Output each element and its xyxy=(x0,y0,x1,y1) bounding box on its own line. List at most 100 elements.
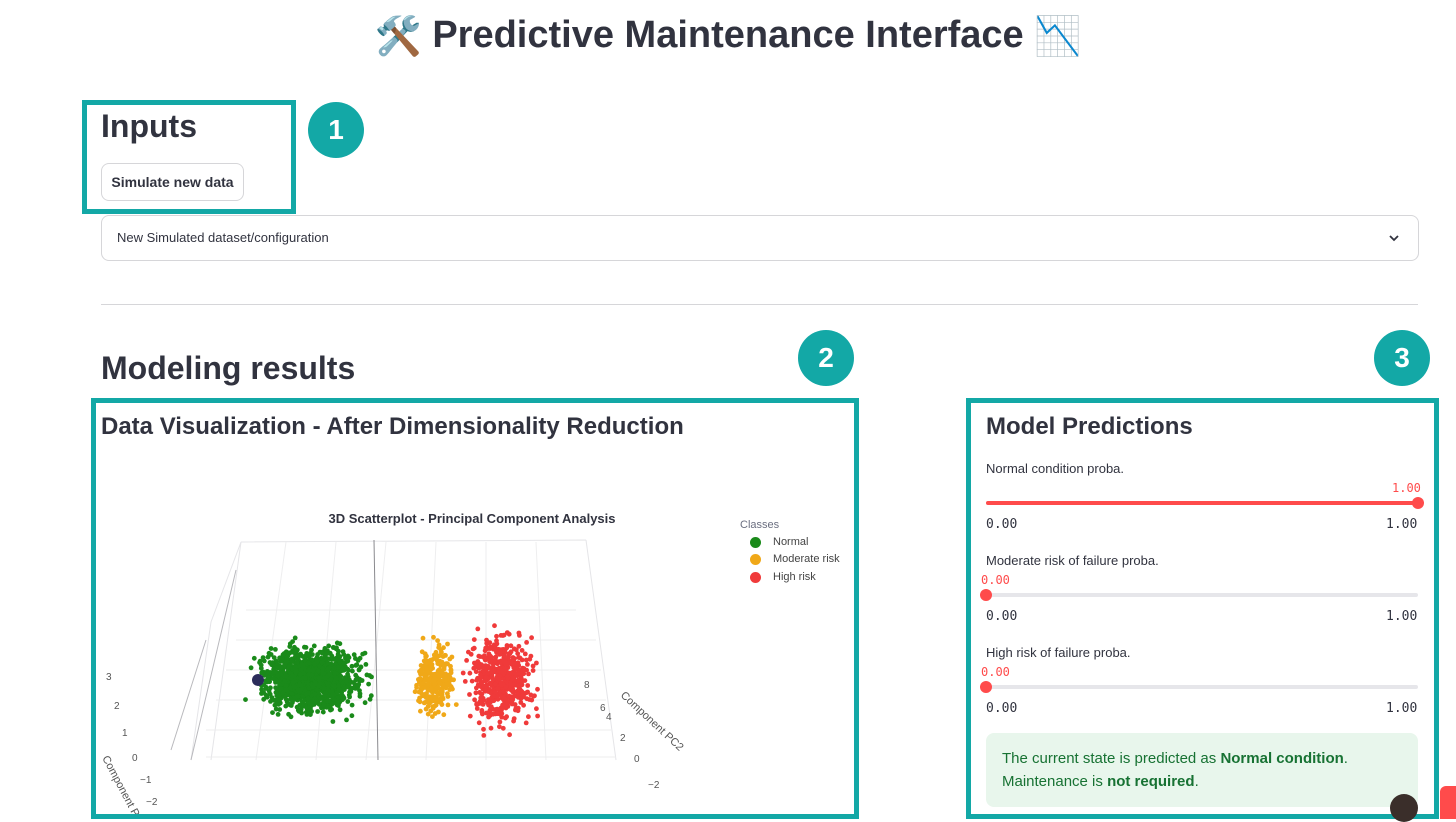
slider-thumb[interactable] xyxy=(980,681,992,693)
scatter-point-high-risk xyxy=(524,667,529,673)
scatter-point-high-risk xyxy=(464,658,469,663)
legend-item-normal[interactable]: Normal xyxy=(750,536,808,548)
scatter-point-high-risk xyxy=(499,705,505,711)
scatter-point-high-risk xyxy=(525,683,531,688)
scatter-point-high-risk xyxy=(527,697,532,702)
slider-min: 0.00 xyxy=(986,609,1018,624)
scatter-point-moderate-risk xyxy=(428,671,434,677)
scatter-point-normal xyxy=(316,668,321,674)
scatter-point-high-risk xyxy=(476,653,482,659)
avatar[interactable] xyxy=(1390,794,1418,822)
y-tick: 2 xyxy=(620,733,626,744)
scatter-point-normal xyxy=(251,655,257,661)
scatter-point-high-risk xyxy=(513,672,518,677)
scatter-point-high-risk xyxy=(530,668,536,673)
scatter-point-moderate-risk xyxy=(426,676,432,682)
scatter-point-moderate-risk xyxy=(443,685,449,691)
scatter-point-high-risk xyxy=(524,640,529,645)
scatter-point-high-risk xyxy=(523,720,529,726)
scatter-point-high-risk xyxy=(480,695,486,701)
y-tick: −2 xyxy=(648,780,660,791)
scatter-point-high-risk xyxy=(515,651,521,656)
scatter-point-moderate-risk xyxy=(445,641,450,647)
scatter-point-high-risk xyxy=(528,692,534,698)
alert-text-post: . xyxy=(1194,773,1199,790)
scatter-point-moderate-risk xyxy=(436,642,442,648)
scatter-point-normal xyxy=(294,704,300,710)
legend-item-moderate-risk[interactable]: Moderate risk xyxy=(750,553,840,565)
scatter-point-normal xyxy=(323,690,328,696)
scatter-point-high-risk xyxy=(534,660,539,666)
legend-label: Normal xyxy=(773,536,809,548)
scatter-point-high-risk xyxy=(495,686,501,691)
scatter-point-high-risk xyxy=(516,655,522,660)
slider-track[interactable] xyxy=(980,589,1418,601)
scatter-point-high-risk xyxy=(500,725,506,731)
y-tick: 4 xyxy=(606,712,612,723)
scatter-point-high-risk xyxy=(479,680,485,686)
scatter-point-high-risk xyxy=(509,701,515,707)
scatter-point-normal xyxy=(344,679,349,684)
simulate-new-data-button[interactable]: Simulate new data xyxy=(101,163,244,201)
scatter-point-normal xyxy=(279,686,284,691)
slider-track[interactable] xyxy=(986,497,1424,509)
scatter-point-high-risk xyxy=(467,670,473,676)
slider-thumb[interactable] xyxy=(980,589,992,601)
scatter-point-normal xyxy=(357,691,363,697)
legend-label: Moderate risk xyxy=(773,553,840,565)
scatter-point-high-risk xyxy=(481,733,487,738)
scatter-point-normal xyxy=(336,700,341,706)
scatter-point-normal xyxy=(292,635,298,641)
slider-max: 1.00 xyxy=(1386,701,1418,716)
scatter-point-high-risk xyxy=(527,656,533,662)
slider-label: Moderate risk of failure proba. xyxy=(986,553,1159,568)
slider-label: High risk of failure proba. xyxy=(986,645,1131,660)
slider-label: Normal condition proba. xyxy=(986,461,1125,476)
scatter-point-high-risk xyxy=(511,646,517,652)
scatter-point-high-risk xyxy=(516,643,522,649)
scatter-3d-svg[interactable]: 3D Scatterplot - Principal Component Ana… xyxy=(96,460,854,814)
scatter-point-normal xyxy=(306,660,312,666)
y-axis-ticks: 8 6 4 2 0 −2 xyxy=(584,680,660,791)
badge-1: 1 xyxy=(308,102,364,158)
scatter-point-moderate-risk xyxy=(435,684,441,690)
scatter-3d-chart[interactable]: 3D Scatterplot - Principal Component Ana… xyxy=(96,460,854,814)
legend-item-high-risk[interactable]: High risk xyxy=(750,571,816,583)
app-status-tab[interactable] xyxy=(1440,786,1456,819)
scatter-point-moderate-risk xyxy=(445,694,451,699)
scatter-point-normal xyxy=(325,673,331,679)
scatter-point-high-risk xyxy=(488,704,494,710)
scatter-point-high-risk xyxy=(494,649,499,654)
scatter-point-normal xyxy=(298,651,303,657)
scatter-point-moderate-risk xyxy=(445,702,451,708)
modeling-results-heading: Modeling results xyxy=(101,350,356,386)
scatter-point-high-risk xyxy=(501,694,506,700)
scatter-point-normal xyxy=(349,702,355,708)
scatter-point-moderate-risk xyxy=(441,645,446,651)
slider-track[interactable] xyxy=(980,681,1418,693)
scatter-point-high-risk xyxy=(474,706,480,711)
section-divider xyxy=(101,304,1418,305)
scatter-point-high-risk xyxy=(515,708,521,714)
scatter-point-moderate-risk xyxy=(417,695,422,701)
scatter-point-normal xyxy=(331,683,337,689)
scatter-point-high-risk xyxy=(498,649,504,655)
scatter-point-normal xyxy=(286,664,292,670)
slider-max: 1.00 xyxy=(1386,517,1418,532)
scatter-point-normal xyxy=(295,693,301,699)
scatter-point-moderate-risk xyxy=(430,714,435,719)
scatter-point-moderate-risk xyxy=(425,704,431,709)
y-tick: 0 xyxy=(634,754,640,765)
scatter-point-normal xyxy=(336,657,342,663)
scatter-point-moderate-risk xyxy=(419,649,425,655)
scatter-point-high-risk xyxy=(497,724,502,730)
scatter-point-high-risk xyxy=(503,705,509,711)
scatter-point-high-risk xyxy=(478,701,484,706)
slider-thumb[interactable] xyxy=(1412,497,1424,509)
scatter-point-moderate-risk xyxy=(420,635,426,641)
scatter-point-normal xyxy=(340,666,346,672)
chart-decreasing-icon: 📉 xyxy=(1034,15,1082,58)
scatter-point-moderate-risk xyxy=(443,653,448,658)
simulated-dataset-expander[interactable]: New Simulated dataset/configuration xyxy=(101,215,1419,261)
scatter-point-high-risk xyxy=(484,637,489,643)
